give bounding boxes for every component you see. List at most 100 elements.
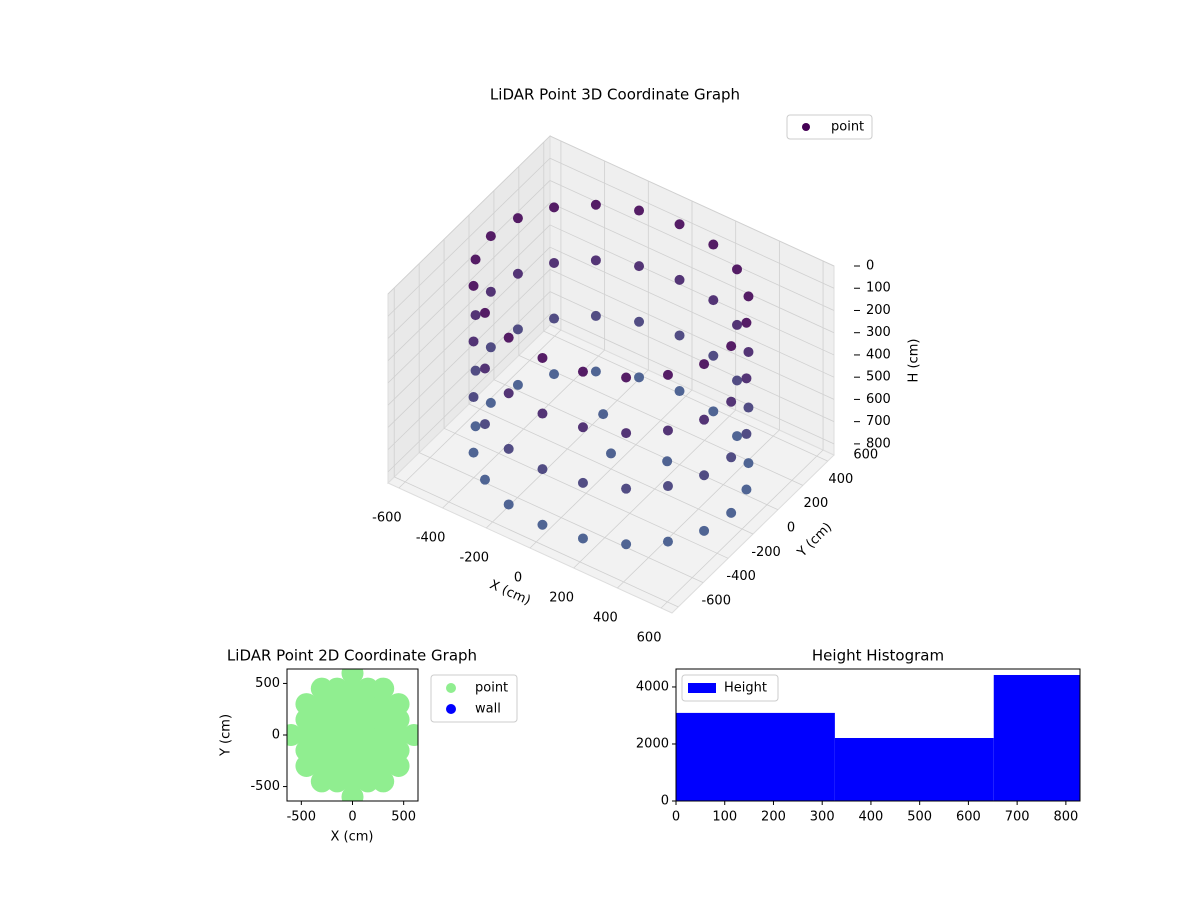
x-tick-label: 100 [712, 810, 737, 825]
point [310, 708, 333, 731]
point [732, 264, 743, 275]
point [468, 447, 479, 458]
point [743, 291, 754, 302]
grid-line [387, 269, 551, 428]
point [372, 708, 395, 731]
grid-line [549, 224, 835, 356]
grid-line [549, 202, 835, 334]
bars [676, 674, 1080, 801]
grid-line [493, 379, 779, 511]
point [662, 536, 673, 547]
point [470, 254, 481, 265]
x-tick-label: 500 [907, 810, 932, 825]
point [741, 428, 752, 439]
point [387, 739, 410, 762]
z-tick-label: 100 [866, 281, 891, 296]
chart-2d: LiDAR Point 2D Coordinate Graph -500 0 500 -… [219, 647, 518, 845]
point [387, 693, 410, 716]
grid-line [549, 135, 835, 267]
point [590, 366, 601, 377]
y-axis-label: Y (cm) [219, 714, 234, 757]
point [387, 724, 410, 746]
point [470, 365, 481, 376]
grid-line [518, 355, 804, 486]
chart-histogram: Height Histogram 0 100 200 300 400 500 600 700 80… [636, 647, 1081, 825]
point [512, 379, 523, 390]
x-tick-label: 200 [549, 591, 574, 606]
point [726, 341, 737, 352]
point [310, 770, 333, 793]
point [743, 346, 754, 357]
point [326, 770, 349, 793]
grid-line [468, 403, 754, 535]
legend-marker [688, 683, 716, 693]
point [598, 409, 609, 420]
point [372, 754, 395, 777]
point [674, 219, 685, 230]
chart-title: LiDAR Point 3D Coordinate Graph [490, 86, 740, 104]
point [590, 255, 601, 266]
point [372, 770, 395, 793]
point [662, 369, 673, 380]
point [485, 397, 496, 408]
point [621, 483, 632, 494]
point [356, 739, 379, 762]
point [549, 257, 560, 268]
legend-box [681, 674, 779, 702]
point [577, 366, 588, 377]
y-tick-label: -600 [701, 593, 731, 608]
point [662, 481, 673, 492]
point [326, 724, 349, 746]
legend-label: point [831, 120, 864, 135]
point [634, 261, 645, 272]
point [590, 199, 601, 210]
point [295, 724, 318, 746]
point [356, 754, 379, 777]
grid-line [549, 246, 835, 378]
point [503, 332, 514, 343]
point [741, 373, 752, 384]
y-tick-label: 400 [828, 472, 853, 487]
bar [676, 712, 835, 801]
bar [993, 674, 1080, 801]
bar [834, 737, 994, 801]
y-tick-label: 200 [804, 496, 829, 511]
point [326, 739, 349, 762]
point [662, 456, 673, 467]
point [468, 336, 479, 347]
grid-line [387, 224, 551, 384]
point [708, 239, 719, 250]
legend-marker [446, 683, 456, 693]
point [674, 330, 685, 341]
point [537, 408, 548, 419]
point [743, 402, 754, 413]
legend-label: wall [475, 702, 501, 717]
grid-line [387, 135, 551, 295]
z-tick-label: 800 [866, 436, 891, 451]
x-tick-label: 400 [593, 611, 618, 626]
point [708, 350, 719, 361]
point [606, 448, 616, 459]
point [387, 708, 410, 731]
x-tick-label: 600 [637, 631, 662, 646]
point [341, 724, 364, 746]
x-tick-label: -400 [416, 531, 446, 546]
grid-line [549, 313, 835, 445]
x-axis-label: X (cm) [331, 830, 374, 845]
point [372, 693, 395, 716]
point [503, 499, 514, 510]
grid-line [418, 452, 704, 583]
point [341, 669, 364, 685]
point [726, 396, 737, 407]
point [485, 342, 496, 353]
chart-title: LiDAR Point 2D Coordinate Graph [227, 647, 477, 665]
point [699, 414, 710, 425]
grid-line [549, 157, 835, 289]
legend-marker [802, 123, 810, 131]
point [310, 754, 333, 777]
point [295, 739, 318, 762]
point [503, 388, 514, 399]
x-tick-label: 800 [1053, 810, 1078, 825]
point [662, 425, 673, 436]
